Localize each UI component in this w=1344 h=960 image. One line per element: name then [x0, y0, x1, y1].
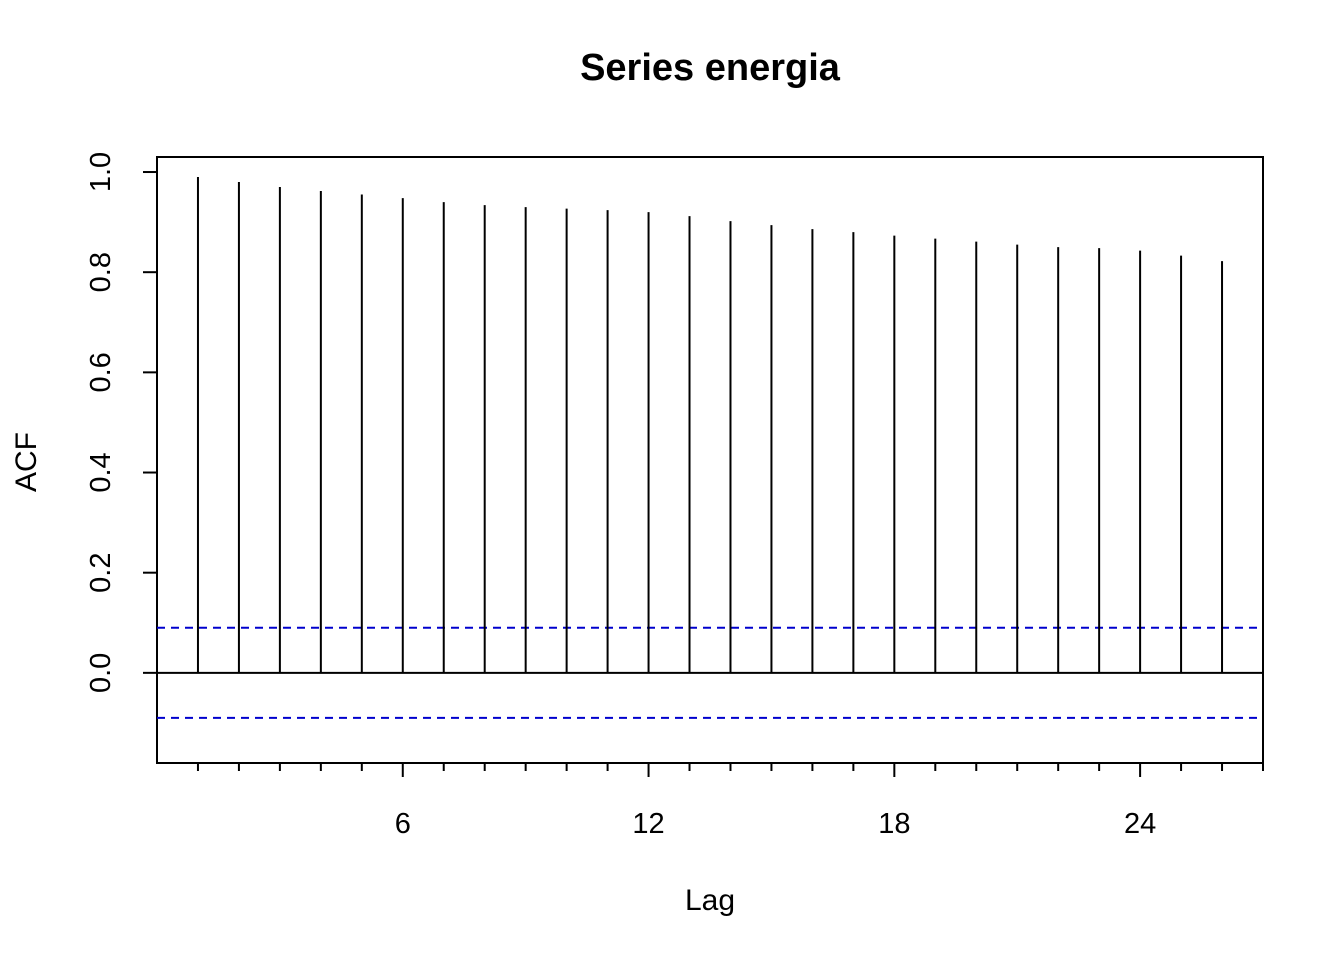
- y-tick-label: 0.4: [85, 452, 117, 492]
- y-tick-label: 0.8: [85, 252, 117, 292]
- x-tick-label: 6: [395, 808, 411, 840]
- x-tick-label: 12: [632, 808, 664, 840]
- y-tick-label: 0.6: [85, 352, 117, 392]
- y-axis-label: ACF: [10, 432, 43, 492]
- x-tick-label: 24: [1124, 808, 1156, 840]
- y-tick-label: 0.0: [85, 653, 117, 693]
- x-axis-label: Lag: [685, 884, 735, 917]
- y-tick-label: 0.2: [85, 553, 117, 593]
- plot-area: 6 12 18 24 0.0 0.2 0.4 0.6 0.8 1.0: [85, 152, 1264, 840]
- y-tick-label: 1.0: [85, 152, 117, 192]
- plot-frame: [156, 156, 1264, 764]
- x-tick-label: 18: [878, 808, 910, 840]
- chart-title: Series energia: [580, 47, 841, 89]
